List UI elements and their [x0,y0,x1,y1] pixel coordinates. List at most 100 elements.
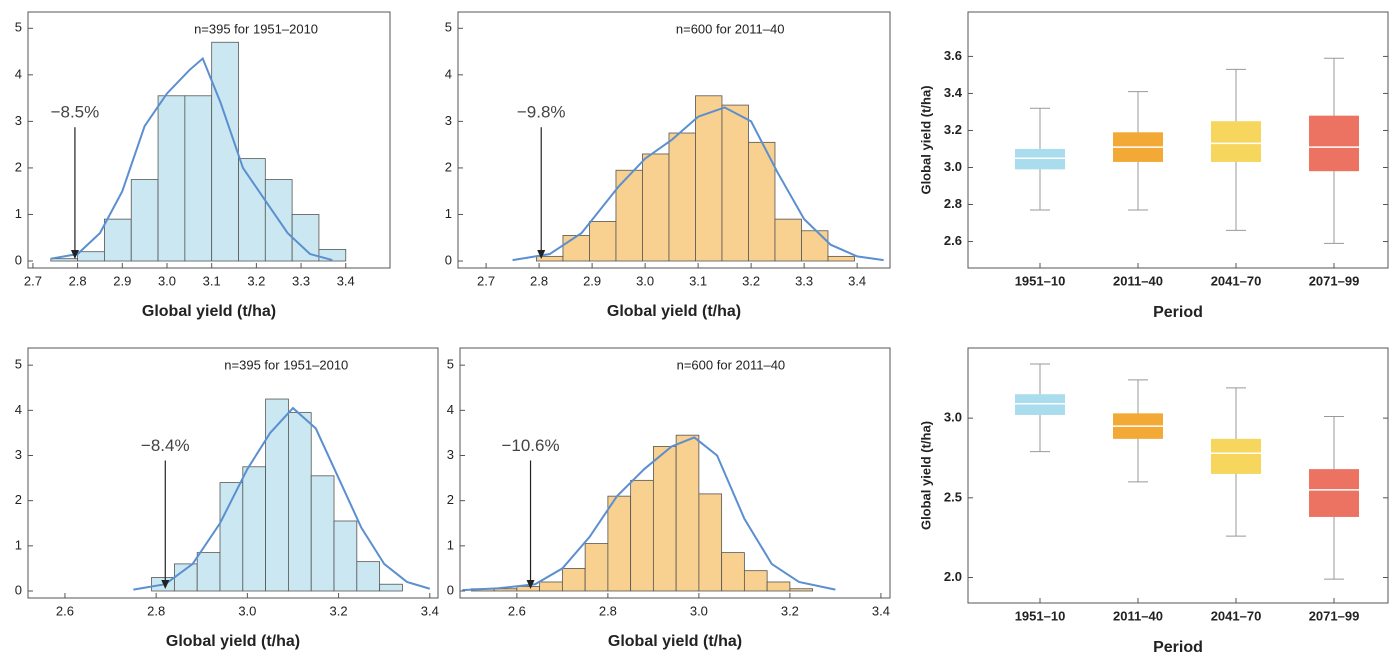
y-tick-label: 3 [447,447,454,462]
x-tick-label: 1951–10 [1015,608,1066,623]
bar [695,95,723,262]
arrow-head [70,250,79,260]
x-tick-label: 3.0 [238,603,256,618]
x-axis-label: Period [1153,639,1203,656]
bar [379,583,403,592]
bar [675,434,700,592]
bar [827,255,855,262]
bar [766,581,791,592]
bar [184,95,213,262]
bar [801,230,829,262]
bar [516,586,541,592]
x-tick-label: 2041–70 [1211,608,1262,623]
bar [642,153,670,262]
bar [356,561,381,592]
y-tick-label: 3 [15,447,22,462]
annotation: −8.5% [51,103,100,122]
bar [196,552,221,592]
x-tick-label: 3.3 [292,273,310,288]
density-curve [512,106,884,262]
y-tick-label: 5 [15,20,22,35]
box [1211,121,1261,162]
y-tick-label: 5 [445,20,452,35]
y-tick-label: 1 [15,206,22,221]
x-axis-label: Global yield (t/ha) [142,303,276,320]
y-tick-label: 3.6 [944,48,962,63]
x-tick-label: 3.0 [690,603,708,618]
y-tick-label: 4 [447,402,454,417]
y-tick-label: 3.0 [944,159,962,174]
note: n=395 for 1951–2010 [224,357,348,372]
y-tick-label: 2 [15,492,22,507]
bar [748,141,776,262]
y-tick-label: 2.6 [944,233,962,248]
y-axis-label: Global yield (t/ha) [918,85,933,194]
box [1015,148,1065,170]
bar [698,493,723,592]
bar [589,221,617,262]
y-tick-label: 1 [445,206,452,221]
y-tick-label: 4 [445,66,452,81]
note: n=600 for 2011–40 [677,357,786,372]
y-tick-label: 1 [447,537,454,552]
bar [630,479,654,592]
box [1211,438,1261,474]
annotation: −8.4% [141,436,190,455]
y-tick-label: 4 [15,66,22,81]
arrow-head [526,579,535,589]
bar [265,398,289,592]
y-tick-label: 3.0 [944,410,962,425]
note: n=600 for 2011–40 [676,21,785,36]
x-tick-label: 3.4 [421,603,439,618]
x-axis-label: Global yield (t/ha) [607,303,741,320]
box [1309,115,1359,172]
x-tick-label: 2.8 [530,273,548,288]
y-tick-label: 2 [447,492,454,507]
x-tick-label: 2.8 [599,603,617,618]
bar [789,588,814,592]
y-axis-label: Global yield (t/ha) [918,421,933,530]
x-tick-label: 3.2 [742,273,760,288]
x-tick-label: 3.4 [872,603,890,618]
x-tick-label: 2071–99 [1309,273,1360,288]
y-tick-label: 5 [447,357,454,372]
x-tick-label: 2011–40 [1113,273,1163,288]
bar [50,258,79,262]
bar [743,570,768,592]
y-tick-label: 0 [15,582,22,597]
x-tick-label: 2011–40 [1113,608,1163,623]
x-tick-label: 3.0 [158,273,176,288]
bar [333,520,358,592]
x-axis-label: Period [1153,304,1203,321]
y-tick-label: 5 [15,357,22,372]
bar [238,158,266,262]
x-axis-label: Global yield (t/ha) [166,633,300,650]
x-tick-label: 2.7 [477,273,495,288]
y-tick-label: 0 [447,582,454,597]
x-tick-label: 3.1 [203,273,221,288]
x-tick-label: 3.2 [247,273,265,288]
x-tick-label: 2.8 [147,603,165,618]
bar [774,218,802,262]
y-tick-label: 0 [15,252,22,267]
bar [721,552,745,592]
x-axis-label: Global yield (t/ha) [608,633,742,650]
bar [130,179,159,262]
y-tick-label: 3 [445,113,452,128]
bar [668,132,696,262]
annotation: −10.6% [501,436,559,455]
x-tick-label: 2.8 [69,273,87,288]
y-tick-label: 3.2 [944,122,962,137]
x-tick-label: 3.4 [848,273,866,288]
bar [539,581,563,592]
y-tick-label: 0 [445,252,452,267]
bar [291,214,320,262]
x-tick-label: 2.6 [56,603,74,618]
x-tick-label: 1951–10 [1015,273,1066,288]
y-tick-label: 1 [15,537,22,552]
y-tick-label: 2 [15,159,22,174]
x-tick-label: 2071–99 [1309,608,1360,623]
box [1015,394,1065,415]
bar [652,446,677,592]
